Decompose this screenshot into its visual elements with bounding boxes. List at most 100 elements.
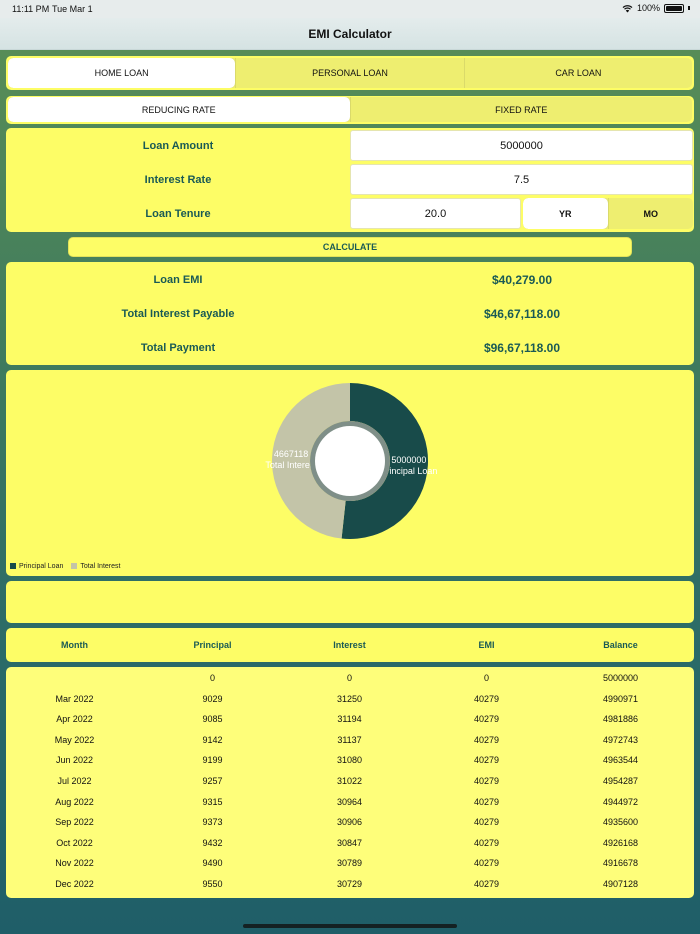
tab-reducing-rate[interactable]: REDUCING RATE — [8, 97, 350, 122]
interest-rate-label: Interest Rate — [144, 174, 212, 186]
loan-tenure-field[interactable]: 20.0 — [350, 198, 521, 229]
legend-item-principal: Principal Loan — [10, 563, 63, 570]
cell-emi: 40279 — [473, 879, 500, 889]
cell-interest: 30729 — [336, 879, 363, 889]
col-interest-header: Interest — [333, 640, 366, 650]
page-title: EMI Calculator — [308, 27, 392, 41]
cell-interest: 30847 — [336, 837, 363, 848]
cell-month: Jul 2022 — [57, 776, 92, 786]
cell-principal: 9257 — [202, 776, 223, 786]
cell-month: May 2022 — [54, 734, 95, 745]
cell-principal: 9142 — [202, 734, 223, 745]
cell-month: Apr 2022 — [56, 714, 93, 725]
tab-personal-loan[interactable]: PERSONAL LOAN — [235, 58, 463, 88]
cell-balance: 4916678 — [602, 858, 639, 869]
cell-interest: 0 — [346, 673, 352, 683]
cell-month: Mar 2022 — [55, 693, 94, 704]
cell-balance: 4990971 — [602, 693, 639, 704]
cell-month: Aug 2022 — [55, 796, 94, 807]
battery-nub — [688, 6, 690, 10]
cell-emi: 40279 — [473, 817, 500, 828]
slice-interest — [272, 383, 350, 539]
cell-emi: 40279 — [473, 858, 500, 869]
cell-balance: 4963544 — [602, 755, 639, 766]
tab-home-loan[interactable]: HOME LOAN — [8, 58, 236, 88]
cell-month: Oct 2022 — [56, 837, 93, 848]
calculate-button[interactable]: CALCULATE — [68, 237, 632, 257]
status-bar: 11:11 PM Tue Mar 1 100% — [0, 0, 700, 18]
interest-rate-field[interactable]: 7.5 — [350, 164, 693, 195]
legend-item-interest: Total Interest — [71, 563, 120, 570]
wifi-icon — [622, 4, 633, 12]
status-right: 100% — [622, 3, 690, 13]
cell-emi: 40279 — [473, 714, 500, 725]
slice-interest-name-label: Total Interest — [265, 460, 317, 470]
cell-balance: 4935600 — [602, 817, 639, 828]
schedule-header-panel — [6, 628, 694, 662]
cell-balance: 4954287 — [602, 776, 639, 786]
cell-interest: 31022 — [336, 776, 363, 786]
cell-interest: 31250 — [336, 693, 363, 704]
legend-swatch-interest — [71, 563, 78, 570]
tenure-unit-month[interactable]: MO — [607, 198, 694, 229]
legend-label-principal: Principal Loan — [19, 563, 64, 570]
cell-emi: 40279 — [473, 796, 500, 807]
cell-principal: 9373 — [202, 817, 223, 828]
cell-month: Jun 2022 — [55, 755, 94, 766]
cell-principal: 0 — [209, 673, 215, 683]
cell-interest: 31194 — [337, 714, 362, 725]
cell-principal: 9550 — [202, 879, 223, 889]
tab-car-loan[interactable]: CAR LOAN — [463, 58, 692, 88]
cell-balance: 4981886 — [602, 714, 639, 725]
cell-emi: 40279 — [473, 776, 500, 786]
legend-label-interest: Total Interest — [80, 563, 121, 570]
cell-balance: 4944972 — [602, 796, 639, 807]
cell-interest: 30964 — [336, 796, 363, 807]
donut-hole — [315, 426, 385, 496]
slice-principal-name-label: Principal Loan — [380, 466, 437, 476]
total-interest-value: $46,67,118.00 — [483, 307, 561, 321]
home-indicator — [243, 924, 457, 928]
battery-icon — [664, 3, 684, 13]
tab-fixed-rate[interactable]: FIXED RATE — [349, 97, 693, 122]
slice-principal — [341, 383, 429, 539]
loan-type-segment: HOME LOAN PERSONAL LOAN CAR LOAN — [8, 58, 692, 88]
loan-amount-field[interactable]: 5000000 — [350, 130, 693, 161]
loan-tenure-label: Loan Tenure — [145, 208, 211, 220]
results-panel — [6, 262, 694, 365]
empty-panel — [6, 581, 694, 623]
cell-principal: 9490 — [202, 858, 223, 869]
rate-type-segment: REDUCING RATE FIXED RATE — [8, 97, 692, 122]
cell-interest: 30789 — [336, 858, 363, 869]
slice-principal-value-label: 5000000 — [391, 455, 426, 465]
cell-emi: 0 — [483, 673, 489, 683]
cell-month: Dec 2022 — [55, 879, 94, 889]
tenure-unit-segment: YR MO — [523, 198, 693, 229]
status-time: 11:11 PM — [12, 4, 50, 14]
cell-month: Sep 2022 — [55, 817, 94, 828]
col-balance-header: Balance — [603, 640, 638, 650]
loan-emi-value: $40,279.00 — [491, 273, 553, 287]
cell-principal: 9432 — [202, 837, 223, 848]
col-principal-header: Principal — [193, 640, 232, 650]
schedule-body-panel — [6, 667, 694, 898]
cell-interest: 31080 — [336, 755, 363, 766]
total-payment-value: $96,67,118.00 — [483, 341, 561, 355]
total-payment-label: Total Payment — [140, 342, 216, 354]
cell-principal: 9085 — [202, 714, 223, 725]
status-date: Tue Mar 1 — [52, 4, 93, 14]
col-emi-header: EMI — [478, 640, 495, 650]
cell-emi: 40279 — [473, 693, 500, 704]
tenure-unit-year[interactable]: YR — [523, 198, 608, 229]
cell-principal: 9315 — [202, 796, 223, 807]
cell-balance: 5000000 — [602, 673, 639, 683]
loan-amount-label: Loan Amount — [142, 140, 214, 152]
col-month-header: Month — [61, 640, 88, 650]
total-interest-label: Total Interest Payable — [121, 308, 235, 320]
cell-emi: 40279 — [473, 734, 500, 745]
cell-balance: 4907128 — [602, 879, 639, 889]
chart-legend: Principal Loan Total Interest — [10, 563, 120, 570]
cell-balance: 4926168 — [602, 837, 639, 848]
loan-emi-label: Loan EMI — [153, 274, 203, 286]
